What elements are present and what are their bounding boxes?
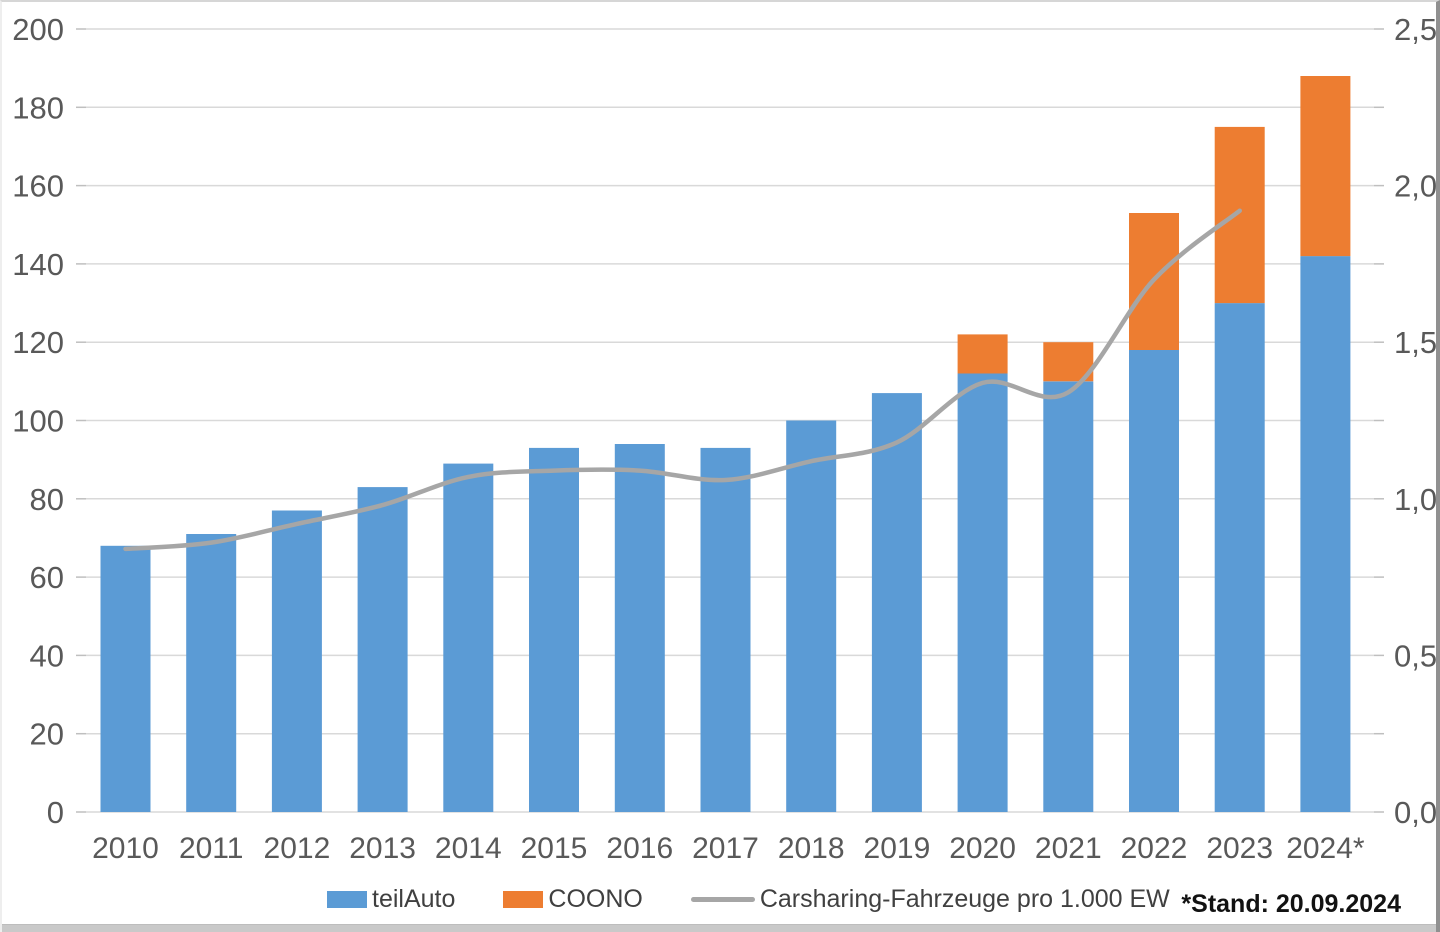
right-axis-tick-label: 1,0 (1394, 482, 1437, 517)
x-axis-label-2017: 2017 (692, 832, 759, 865)
left-axis-tick-label: 120 (12, 325, 64, 360)
x-axis-label-2020: 2020 (949, 832, 1016, 865)
x-axis-label-2014: 2014 (435, 832, 502, 865)
bar-coono-2024 (1300, 76, 1351, 257)
right-axis-tick-label: 1,5 (1394, 325, 1437, 360)
right-axis-tick-label: 2,0 (1394, 169, 1437, 204)
bar-teilauto-2013 (357, 487, 408, 812)
x-axis-label-2016: 2016 (606, 832, 673, 865)
x-axis-label-2018: 2018 (778, 832, 845, 865)
x-axis-label-2021: 2021 (1035, 832, 1102, 865)
bar-teilauto-2012 (271, 510, 322, 812)
chart-legend: teilAuto COONO Carsharing-Fahrzeuge pro … (327, 885, 1170, 914)
x-axis-label-2012: 2012 (264, 832, 331, 865)
left-axis-tick-label: 200 (12, 12, 64, 47)
left-axis-tick-label: 0 (47, 795, 64, 830)
left-axis-tick-label: 160 (12, 169, 64, 204)
x-axis-label-2022: 2022 (1121, 832, 1188, 865)
bar-teilauto-2010 (100, 545, 151, 812)
bar-teilauto-2020 (957, 373, 1008, 812)
bar-teilauto-2021 (1043, 381, 1094, 812)
legend-item-teilauto: teilAuto (327, 885, 455, 914)
legend-item-coono: COONO (503, 885, 643, 914)
bar-teilauto-2018 (786, 420, 837, 812)
left-axis-tick-label: 20 (30, 717, 64, 752)
carsharing-line-swatch-icon (690, 897, 755, 902)
bar-teilauto-2019 (871, 393, 922, 812)
legend-label-coono: COONO (548, 885, 643, 913)
bar-teilauto-2011 (186, 534, 237, 812)
bar-teilauto-2015 (529, 447, 579, 812)
x-axis-label-2023: 2023 (1206, 832, 1273, 865)
left-axis-tick-label: 140 (12, 247, 64, 282)
left-axis-tick-label: 60 (30, 560, 64, 595)
left-axis-tick-label: 80 (30, 482, 64, 517)
carsharing-per-1000-line (123, 208, 1242, 552)
legend-label-teilauto: teilAuto (372, 885, 456, 913)
left-axis-tick-label: 40 (30, 638, 64, 673)
bar-teilauto-2023 (1214, 303, 1265, 812)
bar-teilauto-2022 (1129, 350, 1179, 812)
bottom-edge-strip (2, 924, 1436, 932)
legend-item-carsharing-line: Carsharing-Fahrzeuge pro 1.000 EW (690, 885, 1170, 914)
footnote-stand-date: *Stand: 20.09.2024 (1181, 890, 1401, 918)
left-axis-tick-label: 180 (12, 90, 64, 125)
right-axis-tick-label: 2,5 (1394, 12, 1437, 47)
bar-teilauto-2024 (1300, 256, 1351, 813)
bar-teilauto-2016 (614, 444, 665, 812)
right-axis-tick-label: 0,0 (1394, 795, 1437, 830)
carsharing-combo-chart: 0 20 40 60 80 100 120 140 160 180 200 0,0 0,5 1,0 1,5 2… (12, 12, 1437, 865)
bar-coono-2023 (1214, 126, 1265, 304)
left-axis-tick-label: 100 (12, 404, 64, 439)
bar-teilauto-2014 (443, 463, 494, 812)
x-axis-label-2011: 2011 (179, 832, 244, 865)
legend-label-carsharing-line: Carsharing-Fahrzeuge pro 1.000 EW (759, 885, 1170, 913)
x-axis-label-2015: 2015 (521, 832, 588, 865)
right-axis-tick-label: 0,5 (1394, 638, 1437, 673)
x-axis-label-2010: 2010 (92, 832, 159, 865)
coono-swatch-icon (503, 891, 544, 908)
x-axis-label-2019: 2019 (864, 832, 931, 865)
bar-coono-2020 (957, 334, 1008, 374)
teilauto-swatch-icon (327, 891, 367, 908)
x-axis-label-2024: 2024* (1286, 832, 1365, 865)
x-axis-label-2013: 2013 (349, 832, 416, 865)
bar-teilauto-2017 (700, 447, 751, 812)
